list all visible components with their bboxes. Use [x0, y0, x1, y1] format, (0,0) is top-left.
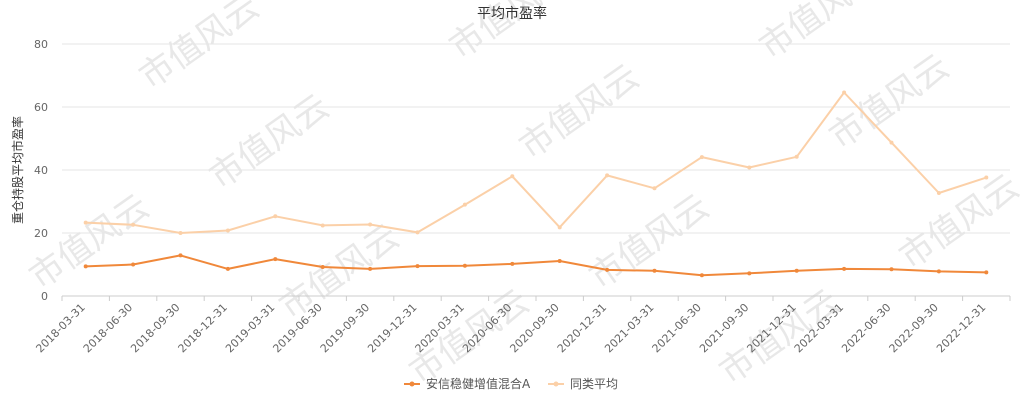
data-point: [889, 140, 894, 145]
data-point: [747, 271, 752, 276]
watermark-text: 市值风云: [202, 87, 336, 198]
watermark-text: 市值风云: [752, 0, 886, 67]
data-point: [557, 225, 562, 230]
series-1: [83, 253, 989, 278]
data-point: [984, 270, 989, 275]
data-point: [415, 264, 420, 269]
data-point: [462, 263, 467, 268]
data-point: [415, 230, 420, 235]
x-tick-label: 2018-06-30: [81, 301, 135, 355]
data-point: [794, 268, 799, 273]
data-point: [368, 222, 373, 227]
y-axis-label: 重仓持股平均市盈率: [10, 116, 25, 224]
data-point: [842, 90, 847, 95]
watermark-text: 市值风云: [512, 57, 646, 168]
data-point: [131, 222, 136, 227]
data-point: [273, 257, 278, 262]
data-point: [225, 266, 230, 271]
grid-lines: [62, 43, 1010, 297]
data-point: [178, 253, 183, 258]
watermark-text: 市值风云: [712, 282, 846, 393]
data-point: [462, 202, 467, 207]
x-tick-label: 2022-06-30: [839, 301, 893, 355]
data-point: [652, 268, 657, 273]
x-tick-label: 2022-09-30: [887, 301, 941, 355]
data-point: [699, 273, 704, 278]
y-tick-label: 80: [34, 38, 48, 51]
data-point: [320, 265, 325, 270]
watermark-text: 市值风云: [892, 167, 1024, 278]
data-point: [510, 261, 515, 266]
data-point: [984, 175, 989, 180]
x-tick-label: 2019-12-31: [365, 301, 419, 355]
data-point: [557, 259, 562, 264]
legend-label: 同类平均: [570, 377, 618, 391]
legend-label: 安信稳健增值混合A: [426, 376, 531, 391]
x-tick-label: 2018-03-31: [33, 301, 87, 355]
watermark-text: 市值风云: [132, 0, 266, 97]
data-point: [178, 231, 183, 235]
x-tick-label: 2018-09-30: [128, 301, 182, 355]
x-tick-label: 2019-03-31: [223, 301, 277, 355]
data-point: [368, 266, 373, 271]
x-tick-label: 2021-06-30: [650, 301, 704, 355]
watermark-text: 市值风云: [582, 187, 716, 298]
y-tick-label: 60: [34, 101, 48, 114]
series-layer: [83, 90, 989, 278]
data-point: [842, 266, 847, 271]
data-point: [273, 214, 278, 219]
legend: 安信稳健增值混合A 同类平均: [404, 376, 618, 391]
data-point: [936, 190, 941, 195]
x-tick-label: 2019-09-30: [318, 301, 372, 355]
data-point: [320, 223, 325, 228]
data-point: [605, 267, 610, 272]
y-tick-label: 40: [34, 164, 48, 177]
legend-marker: [553, 381, 559, 387]
data-point: [605, 173, 610, 178]
data-point: [225, 228, 230, 233]
y-axis: 0 20 40 60 80: [34, 38, 48, 303]
x-tick-label: 2020-12-31: [555, 301, 609, 355]
series-line: [85, 254, 987, 277]
chart-title: 平均市盈率: [477, 5, 547, 22]
watermark-text: 市值风云: [22, 187, 156, 298]
series-2: [83, 90, 989, 235]
data-point: [83, 220, 88, 225]
y-tick-label: 20: [34, 227, 48, 240]
x-tick-label: 2022-12-31: [934, 301, 988, 355]
data-point: [131, 262, 136, 267]
data-point: [699, 155, 704, 160]
series-line: [85, 91, 987, 234]
data-point: [936, 269, 941, 274]
legend-marker: [409, 381, 415, 387]
y-tick-label: 0: [41, 290, 48, 303]
data-point: [510, 174, 515, 179]
data-point: [652, 186, 657, 191]
data-point: [794, 154, 799, 159]
x-tick-label: 2018-12-31: [176, 301, 230, 355]
data-point: [747, 165, 752, 170]
data-point: [83, 264, 88, 269]
x-tick-label: 2021-03-31: [602, 301, 656, 355]
data-point: [889, 267, 894, 272]
